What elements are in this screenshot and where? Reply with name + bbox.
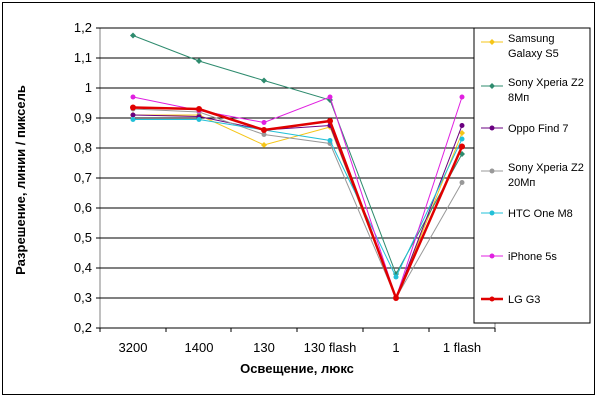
legend-swatch-marker — [489, 83, 495, 89]
y-tick-label: 0,9 — [74, 110, 92, 125]
data-point — [327, 138, 333, 143]
legend-swatch-marker — [489, 253, 495, 259]
x-axis-title: Освещение, люкс — [240, 361, 354, 376]
legend-item: Samsung Galaxy S5 — [481, 33, 559, 60]
legend-label: 8Mп — [508, 92, 529, 104]
legend-label: Sony Xperia Z2 — [508, 162, 584, 174]
data-point — [196, 117, 202, 122]
legend-label: Galaxy S5 — [508, 48, 559, 60]
y-tick-label: 1 — [85, 80, 92, 95]
y-tick-label: 0,6 — [74, 200, 92, 215]
legend-item: Oppo Find 7 — [481, 123, 569, 135]
legend-label: iPhone 5s — [508, 251, 557, 263]
legend-item: iPhone 5s — [481, 251, 557, 263]
legend-swatch-marker — [489, 168, 495, 174]
x-tick-label: 1400 — [185, 340, 214, 355]
data-point — [261, 142, 267, 148]
legend-item: Sony Xperia Z2 8Mп — [481, 77, 584, 104]
legend-label: LG G3 — [508, 294, 540, 306]
data-point — [261, 132, 267, 137]
legend: Samsung Galaxy S5 Sony Xperia Z2 8Mп Oppo Fi… — [481, 33, 584, 306]
y-tick-label: 0,2 — [74, 320, 92, 335]
x-axis-ticks: 3200 1400 130 130 flash 1 1 flash — [99, 327, 496, 355]
x-tick-label: 1 flash — [443, 340, 481, 355]
data-point — [130, 94, 136, 100]
y-tick-label: 0,3 — [74, 290, 92, 305]
data-point — [130, 32, 136, 39]
legend-swatch-marker — [489, 125, 495, 131]
data-point — [130, 112, 136, 118]
data-point — [196, 106, 202, 112]
data-point — [130, 104, 136, 111]
x-tick-label: 130 — [253, 340, 275, 355]
series-line — [133, 119, 463, 279]
data-point — [261, 120, 267, 125]
data-point — [327, 94, 333, 100]
legend-item: HTC One M8 — [481, 208, 573, 220]
legend-swatch-marker — [489, 210, 495, 216]
legend-box — [473, 27, 591, 324]
x-tick-label: 130 flash — [304, 340, 357, 355]
y-tick-label: 0,5 — [74, 230, 92, 245]
data-point — [459, 123, 465, 128]
y-tick-label: 0,7 — [74, 170, 92, 185]
series-line — [132, 108, 463, 300]
y-axis-ticks: 0,2 0,3 0,4 0,5 0,6 0,7 0,8 0,9 1 1,1 1,2 — [74, 20, 100, 335]
legend-label: HTC One M8 — [508, 208, 573, 220]
y-tick-label: 0,8 — [74, 140, 92, 155]
legend-item: LG G3 — [481, 294, 540, 306]
y-tick-label: 1,2 — [74, 20, 92, 35]
legend-swatch-marker — [489, 296, 495, 302]
legend-label: Sony Xperia Z2 — [508, 77, 584, 89]
data-point — [261, 77, 267, 84]
data-point — [459, 180, 465, 185]
legend-swatch-marker — [489, 39, 495, 45]
y-tick-label: 1,1 — [74, 50, 92, 65]
legend-label: 20Mп — [508, 177, 535, 189]
data-point — [459, 143, 465, 150]
x-tick-label: 3200 — [119, 340, 148, 355]
y-tick-label: 0,4 — [74, 260, 92, 275]
series-lg-g3 — [130, 104, 465, 302]
legend-label: Samsung — [508, 33, 554, 45]
data-point — [327, 118, 333, 124]
data-point — [459, 136, 465, 142]
series-line — [132, 106, 464, 302]
data-point — [130, 117, 136, 122]
data-point — [459, 130, 465, 136]
data-point — [459, 94, 465, 100]
data-point — [196, 58, 202, 64]
series-group — [130, 32, 465, 302]
data-point — [261, 127, 267, 133]
data-point — [393, 274, 399, 280]
legend-label: Oppo Find 7 — [508, 123, 569, 135]
legend-item: Sony Xperia Z2 20Mп — [481, 162, 584, 189]
data-point — [393, 295, 399, 301]
x-tick-label: 1 — [392, 340, 399, 355]
series-line — [132, 114, 463, 300]
y-axis-title: Разрешение, линии / пиксель — [13, 85, 28, 275]
